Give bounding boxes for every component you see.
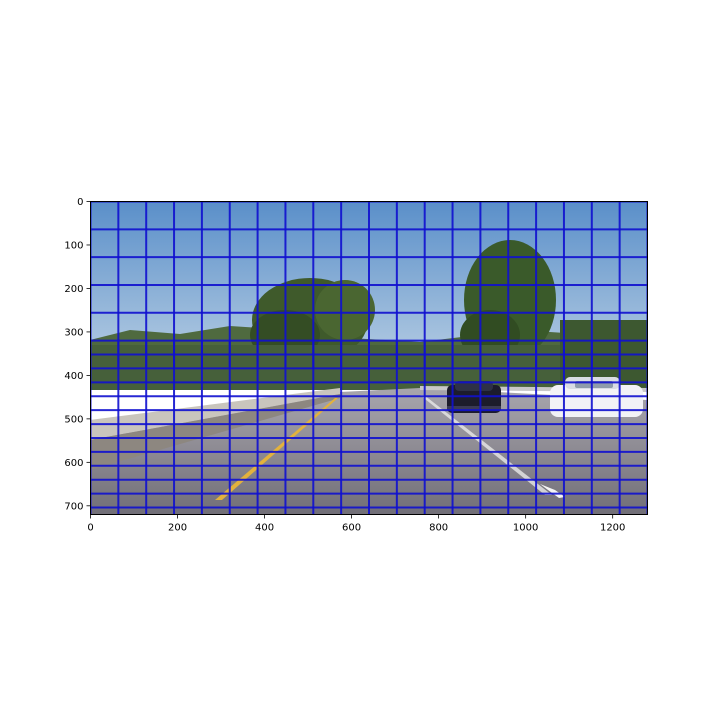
- y-tick-label: 400: [64, 371, 83, 382]
- y-tick-label: 300: [64, 327, 83, 338]
- y-tick-label: 200: [64, 284, 83, 295]
- x-tick-label: 800: [429, 523, 448, 534]
- x-tick-label: 200: [168, 523, 187, 534]
- x-axis: 0 200 400 600 800 1000 1200: [87, 514, 625, 534]
- x-tick-label: 0: [87, 523, 93, 534]
- x-tick-label: 400: [255, 523, 274, 534]
- x-tick-label: 1000: [513, 523, 538, 534]
- x-tick-label: 600: [342, 523, 361, 534]
- y-axis: 0 100 200 300 400 500 600 700: [64, 197, 91, 512]
- y-tick-label: 600: [64, 458, 83, 469]
- axes-frame: [90, 201, 648, 515]
- sliding-window-grid: [90, 201, 648, 515]
- guard-rail: [90, 388, 340, 440]
- y-tick-label: 100: [64, 240, 83, 251]
- y-tick-label: 700: [64, 501, 83, 512]
- y-tick-label: 0: [77, 197, 83, 208]
- dark-car: [447, 381, 501, 413]
- y-tick-label: 500: [64, 414, 83, 425]
- x-tick-label: 1200: [600, 523, 625, 534]
- barrier-wall: [90, 394, 340, 470]
